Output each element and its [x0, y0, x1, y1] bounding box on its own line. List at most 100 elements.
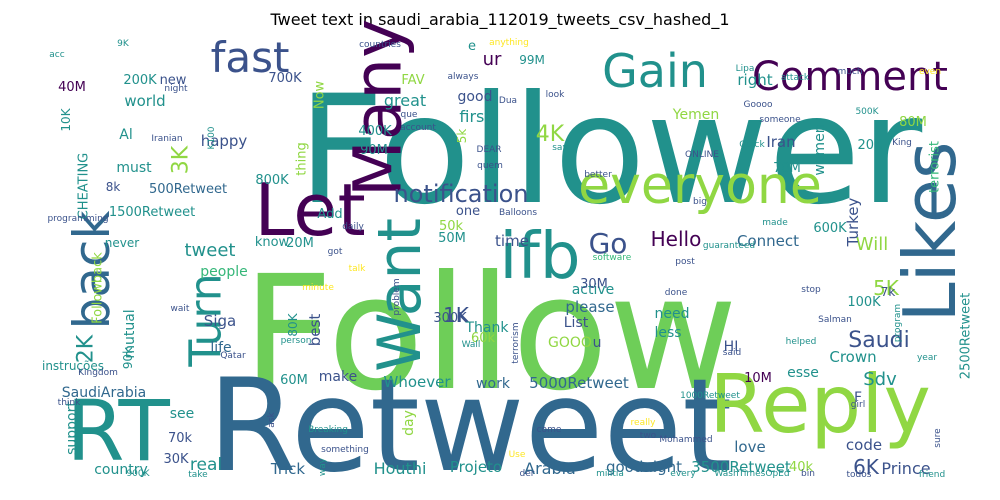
word-20: 6K: [853, 455, 880, 479]
word-48: support: [64, 401, 80, 455]
word-10: ifb: [500, 220, 581, 294]
word-62: active: [572, 282, 615, 298]
word-96: 10M: [744, 371, 772, 386]
word-145: Goooo: [744, 100, 773, 110]
word-63: Thank: [465, 320, 510, 336]
word-30: Turkey: [844, 197, 862, 247]
word-43: Whoever: [383, 373, 451, 391]
word-138: say: [552, 143, 568, 153]
word-2: Retweet: [208, 352, 733, 500]
word-185: two: [640, 431, 657, 441]
word-69: Siga: [204, 312, 236, 330]
word-64: need: [655, 306, 690, 322]
word-87: Now: [313, 80, 328, 109]
word-112: 7k: [881, 285, 896, 299]
word-49: world: [124, 92, 165, 110]
word-174: night: [164, 84, 188, 94]
word-24: 2K: [74, 334, 99, 363]
word-3: Reply: [709, 358, 931, 451]
word-118: 100K: [847, 295, 881, 310]
word-140: Lipa: [736, 64, 755, 74]
word-72: terrorist: [928, 141, 943, 193]
word-109: 70k: [168, 431, 193, 446]
word-19: Saudi: [848, 328, 909, 353]
word-125: 800K: [255, 173, 289, 188]
word-144: someone: [759, 115, 801, 125]
word-149: big: [693, 197, 707, 207]
word-173: programming: [47, 214, 108, 224]
word-190: bin: [801, 469, 815, 479]
word-141: attack: [781, 73, 810, 83]
word-15: Turn: [181, 273, 232, 367]
word-116: 30K: [163, 452, 189, 467]
word-178: Breaking: [308, 425, 348, 435]
word-124: 700K: [268, 71, 302, 86]
word-129: countries: [359, 40, 401, 50]
word-168: person: [281, 336, 312, 346]
word-31: Crown: [829, 348, 876, 366]
word-39: 5000Retweet: [529, 374, 629, 392]
word-152: post: [675, 257, 695, 267]
word-42: 2500Retweet: [959, 293, 974, 379]
word-108: 40k: [789, 460, 814, 475]
word-193: 1000Retweet: [680, 391, 740, 401]
word-18: Hello: [651, 227, 702, 251]
word-25: 5K: [873, 276, 900, 300]
word-85: one: [456, 204, 480, 219]
word-61: please: [565, 298, 614, 316]
word-13: Want: [365, 218, 435, 372]
word-188: every: [670, 469, 696, 479]
word-83: know: [255, 235, 290, 250]
word-75: Al: [119, 127, 132, 143]
word-162: Salman: [818, 315, 852, 325]
word-156: talk: [349, 264, 367, 274]
word-177: ask: [267, 412, 277, 428]
word-71: women: [812, 124, 828, 175]
word-68: best: [306, 314, 324, 347]
word-186: Mohammed: [659, 435, 712, 445]
word-54: ur: [483, 49, 502, 70]
word-97: 20M: [286, 236, 314, 251]
word-93: GOOO: [548, 335, 592, 351]
word-196: take: [188, 470, 208, 480]
word-169: Wall: [462, 340, 481, 350]
word-7: Let: [254, 168, 365, 252]
word-90: Followback: [91, 252, 106, 324]
word-184: really: [631, 418, 657, 428]
word-117: 80K: [286, 312, 300, 336]
word-28: Sdv: [863, 369, 897, 390]
word-52: great: [384, 91, 426, 110]
word-150: made: [762, 218, 788, 228]
word-4: RT: [66, 382, 170, 480]
word-110: 90k: [121, 347, 135, 369]
word-157: problem: [392, 278, 402, 315]
word-56: people: [200, 264, 247, 280]
word-67: mutual: [122, 309, 138, 358]
word-151: guaranteed: [703, 241, 755, 251]
word-176: think: [58, 398, 81, 408]
word-172: Kingdom: [78, 368, 118, 378]
word-36: Projeto: [450, 458, 502, 476]
word-98: 30M: [580, 277, 608, 292]
word-32: Prince: [881, 459, 930, 478]
word-102: 70M: [773, 161, 801, 176]
word-113: 5k: [455, 129, 469, 144]
word-135: account: [400, 123, 436, 133]
word-89: CHEATING: [77, 153, 92, 220]
word-134: que: [401, 110, 418, 120]
word-161: program: [893, 304, 903, 342]
word-119: 200K: [123, 73, 157, 88]
word-91: instruções: [42, 359, 104, 373]
word-133: always: [448, 72, 479, 82]
word-11: Many: [340, 19, 417, 197]
word-132: Dua: [499, 96, 517, 106]
word-179: something: [321, 445, 369, 455]
word-74: FAV: [401, 73, 424, 88]
word-1: Follow: [242, 242, 738, 426]
word-166: minute: [302, 283, 334, 293]
word-165: year: [917, 353, 937, 363]
word-126: 900K: [126, 469, 150, 479]
word-170: terrorism: [511, 322, 521, 363]
word-80: esse: [787, 365, 819, 381]
